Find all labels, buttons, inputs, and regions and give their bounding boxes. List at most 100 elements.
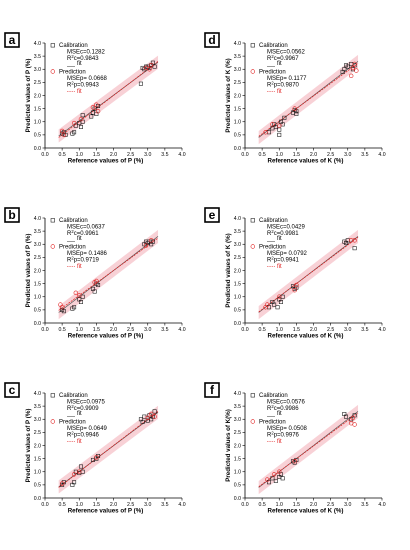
calibration-legend-marker (250, 43, 255, 48)
x-tick-label: 1.0 (76, 152, 83, 158)
calibration-point (80, 113, 85, 118)
prediction-point (265, 302, 270, 307)
calibration-point (92, 289, 97, 294)
legend-calibration-label: Calibration (259, 393, 288, 399)
prediction-point (277, 123, 282, 128)
calibration-point (270, 476, 275, 481)
calibration-point (277, 132, 282, 137)
y-tick-label: 1.0 (234, 120, 241, 126)
y-tick-label: 0.0 (34, 496, 41, 502)
legend-r2-prediction: R2p=0.9943 (67, 81, 100, 89)
x-tick-label: 3.5 (161, 502, 168, 508)
legend-calibration-label: Calibration (59, 43, 88, 49)
legend-r2-calibration: R2c=0.9981 (267, 229, 299, 237)
prediction-fit-line (58, 237, 159, 311)
x-axis-label: Reference values of P (%) (68, 508, 144, 515)
x-tick-label: 3.0 (344, 327, 351, 333)
calibration-point (273, 478, 278, 483)
x-tick-label: 3.5 (361, 152, 368, 158)
x-tick-label: 3.0 (144, 152, 151, 158)
x-tick-label: 0.5 (59, 152, 66, 158)
y-tick-label: 3.0 (234, 242, 241, 248)
prediction-point (148, 238, 154, 243)
legend-r2-prediction: R2p=0.9719 (67, 256, 100, 264)
calibration-legend-marker (50, 43, 55, 48)
x-tick-label: 0.5 (59, 502, 66, 508)
prediction-fit-line (258, 412, 359, 488)
x-tick-label: 4.0 (378, 502, 385, 508)
calibration-legend-marker (250, 218, 255, 223)
legend-r2-calibration: R2c=0.9843 (67, 54, 99, 62)
x-tick-label: 2.5 (127, 502, 134, 508)
legend: CalibrationMSEc=0.1282R2c=0.9843fitPredi… (50, 43, 108, 95)
y-tick-label: 3.5 (234, 404, 241, 410)
x-tick-label: 1.5 (93, 152, 100, 158)
legend-prediction-label: Prediction (59, 70, 86, 76)
y-tick-label: 3.5 (234, 54, 241, 60)
x-tick-label: 2.0 (310, 327, 317, 333)
legend-mse-prediction: MSEp= 0.1177 (267, 76, 307, 82)
y-tick-label: 1.5 (234, 106, 241, 112)
x-tick-label: 4.0 (178, 152, 185, 158)
legend-prediction-label: Prediction (259, 245, 286, 251)
legend-r2-prediction: R2p=0.9976 (267, 431, 300, 439)
legend-mse-prediction: MSEp= 0.0508 (267, 426, 308, 432)
panel-letter: a (9, 33, 16, 47)
x-tick-label: 1.5 (93, 327, 100, 333)
x-tick-label: 1.5 (293, 327, 300, 333)
y-axis-label: Predicted values of K(%) (225, 409, 232, 482)
calibration-fit-line (58, 61, 159, 137)
x-tick-label: 1.0 (276, 327, 283, 333)
x-tick-label: 4.0 (378, 327, 385, 333)
x-tick-label: 3.5 (161, 152, 168, 158)
calibration-point (89, 114, 94, 119)
y-tick-label: 2.5 (234, 430, 241, 436)
y-tick-label: 3.5 (34, 54, 41, 60)
y-tick-label: 0.0 (234, 496, 241, 502)
legend-mse-calibration: MSEc=0.1282 (67, 50, 106, 56)
prediction-point (277, 469, 282, 474)
chart-panel-d: 0.0 0.5 1.0 1.5 2.0 2.5 3.0 3.5 4.0 0.0 0.5 1.0 1.5 2… (204, 32, 386, 165)
x-tick-label: 2.5 (127, 327, 134, 333)
prediction-legend-marker (250, 244, 256, 249)
y-tick-label: 0.0 (234, 321, 241, 327)
y-tick-label: 1.0 (34, 470, 41, 476)
legend-r2-prediction: R2p=0.9870 (267, 81, 300, 89)
legend-prediction-label: Prediction (59, 420, 86, 426)
legend-calibration-fit-label: fit (277, 411, 282, 417)
chart-panel-e: 0.0 0.5 1.0 1.5 2.0 2.5 3.0 3.5 4.0 0.0 0.5 1.0 1.5 2… (204, 207, 386, 340)
y-tick-label: 2.0 (234, 93, 241, 99)
y-tick-label: 4.0 (34, 41, 41, 47)
x-tick-label: 1.5 (293, 502, 300, 508)
legend-mse-calibration: MSEc=0.0637 (67, 225, 106, 231)
legend-mse-prediction: MSEp= 0.0649 (67, 426, 108, 432)
y-tick-label: 3.0 (34, 67, 41, 73)
y-tick-label: 3.0 (234, 67, 241, 73)
x-tick-label: 4.0 (178, 502, 185, 508)
y-tick-label: 3.5 (34, 229, 41, 235)
panel-letter-box (4, 382, 20, 398)
x-tick-label: 3.0 (344, 502, 351, 508)
legend-mse-calibration: MSEc=0.0576 (267, 400, 306, 406)
legend-prediction-label: Prediction (59, 245, 86, 251)
panel-letter: b (8, 208, 15, 222)
prediction-point (348, 238, 354, 243)
legend-r2-calibration: R2c=0.9986 (267, 404, 299, 412)
prediction-fit-line (258, 62, 359, 137)
y-tick-label: 0.5 (234, 483, 241, 489)
x-tick-label: 0.0 (241, 327, 248, 333)
prediction-point (148, 63, 154, 68)
prediction-legend-marker (50, 69, 55, 74)
y-tick-label: 3.0 (34, 242, 41, 248)
legend-r2-calibration: R2c=0.9909 (67, 404, 99, 412)
legend-calibration-label: Calibration (59, 393, 88, 399)
y-tick-label: 1.0 (34, 295, 41, 301)
chart-panel-a: 0.0 0.5 1.0 1.5 2.0 2.5 3.0 3.5 4.0 0.0 0.5 1.0 1.5 2… (4, 32, 186, 165)
x-axis-label: Reference values of K (%) (268, 508, 344, 515)
prediction-point (354, 68, 359, 73)
prediction-point (348, 73, 354, 79)
y-tick-label: 1.0 (234, 470, 241, 476)
panel-letter: d (208, 33, 215, 47)
x-tick-label: 2.0 (110, 502, 117, 508)
y-tick-label: 2.5 (234, 80, 241, 86)
